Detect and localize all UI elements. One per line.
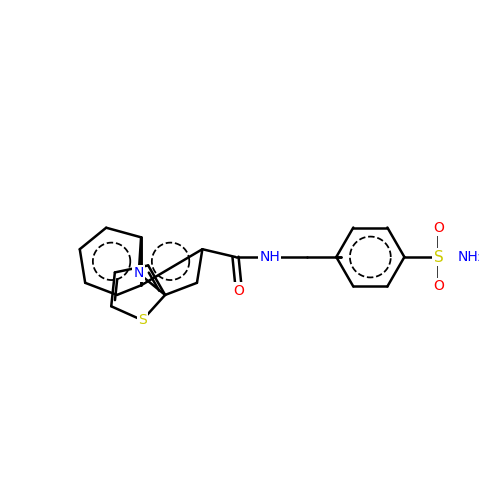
Text: S: S xyxy=(138,313,147,327)
Text: NH: NH xyxy=(259,250,280,264)
Text: N: N xyxy=(134,266,144,280)
Text: O: O xyxy=(433,279,444,293)
Text: S: S xyxy=(433,250,443,264)
Text: O: O xyxy=(233,284,244,298)
Text: O: O xyxy=(433,221,444,235)
Text: NH₂: NH₂ xyxy=(457,250,479,264)
